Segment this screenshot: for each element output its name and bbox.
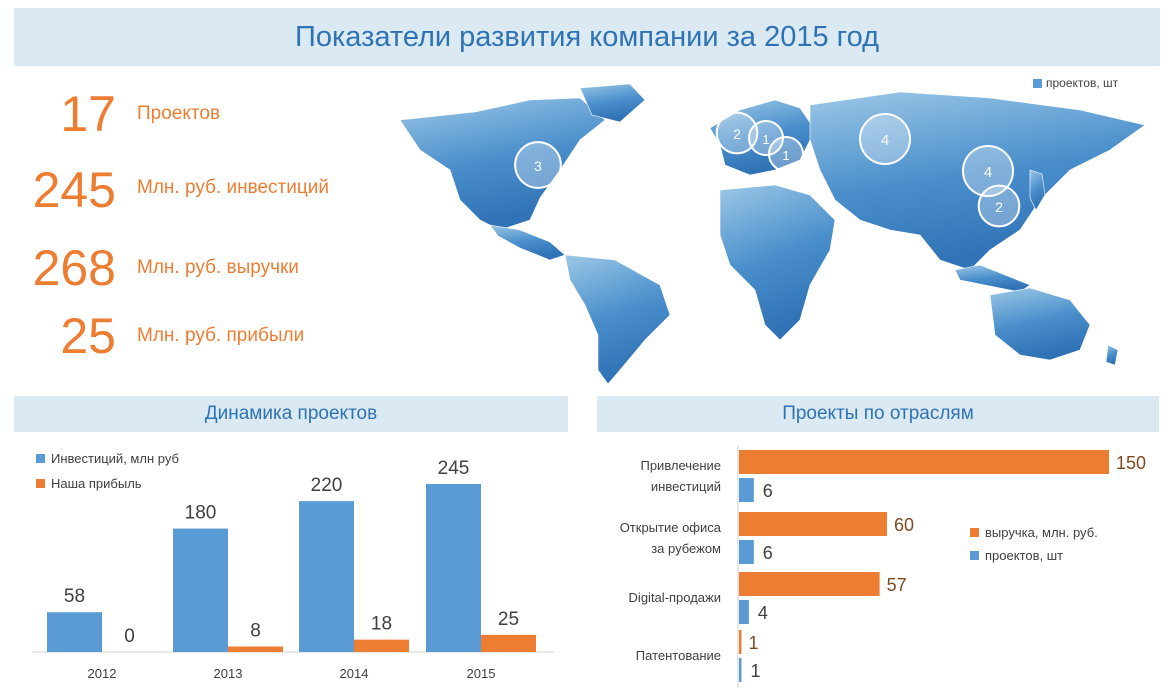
map-bubble xyxy=(962,145,1014,197)
bar-value-label: 60 xyxy=(894,515,914,535)
greenland-shape xyxy=(579,83,646,123)
bar-value-label: 1 xyxy=(748,633,758,653)
kpi-value: 245 xyxy=(32,162,116,218)
japan-shape xyxy=(1029,169,1046,211)
map-bubble xyxy=(768,136,804,172)
x-tick-label: 2014 xyxy=(340,666,369,681)
africa-shape xyxy=(719,184,836,341)
legend-swatch xyxy=(970,551,979,560)
map-bubble xyxy=(977,184,1021,228)
legend-projects: проектов, шт xyxy=(970,548,1063,563)
x-tick-label: 2012 xyxy=(88,666,117,681)
map-bubble-label: 1 xyxy=(782,148,789,163)
map-bubble xyxy=(715,111,759,155)
map-bubble xyxy=(859,113,911,165)
category-label: Патентование xyxy=(636,648,721,663)
bar-revenue xyxy=(739,630,742,654)
map-bubble-label: 4 xyxy=(881,132,889,149)
bar-investments xyxy=(47,612,102,652)
legend-swatch xyxy=(1033,78,1042,88)
bar-value-label: 0 xyxy=(124,626,135,647)
bar-value-label: 58 xyxy=(64,586,85,607)
dynamics-chart: 58 0 2012 180 8 2013 220 18 2014 245 25 2015 xyxy=(32,458,554,681)
bar-revenue xyxy=(739,512,887,536)
kpi-label: Млн. руб. инвестиций xyxy=(137,177,329,198)
bar-projects xyxy=(739,600,749,624)
new-zealand-shape xyxy=(1105,344,1119,366)
legend-label: Наша прибыль xyxy=(51,476,142,491)
australia-shape xyxy=(989,287,1091,361)
central-america-shape xyxy=(489,224,566,261)
kpi-value: 25 xyxy=(60,308,116,364)
bar-investments xyxy=(173,528,228,652)
bar-value-label: 220 xyxy=(311,475,343,496)
bar-value-label: 245 xyxy=(438,458,470,479)
legend-swatch xyxy=(970,528,979,537)
bar-value-label: 180 xyxy=(185,503,217,524)
bar-investments xyxy=(299,501,354,652)
legend-swatch xyxy=(36,454,45,463)
x-tick-label: 2013 xyxy=(214,666,243,681)
bar-projects xyxy=(739,658,742,682)
south-america-shape xyxy=(564,254,671,385)
page-title: Показатели развития компании за 2015 год xyxy=(14,8,1160,66)
bar-revenue xyxy=(739,572,880,596)
map-bubble-label: 3 xyxy=(534,158,542,174)
bar-profit xyxy=(354,639,409,652)
bar-profit xyxy=(481,634,536,652)
kpi-value: 268 xyxy=(32,240,116,296)
legend-label: проектов, шт xyxy=(985,548,1064,563)
map-bubble xyxy=(514,141,562,189)
bar-value-label: 18 xyxy=(371,614,392,635)
bar-projects xyxy=(739,478,754,502)
map-legend: проектов, шт xyxy=(1033,76,1118,90)
legend-investments: Инвестиций, млн руб xyxy=(36,451,179,466)
category-label: Привлечение инвестиций xyxy=(640,458,721,494)
world-map: 3 2 11 4 4 2 xyxy=(399,83,1146,385)
category-label: Открытие офиса за рубежом xyxy=(620,520,722,556)
bar-revenue xyxy=(739,450,1109,474)
north-america-shape xyxy=(399,97,606,231)
kpi-label: Млн. руб. прибыли xyxy=(137,325,305,346)
bar-value-label: 8 xyxy=(250,621,261,642)
bar-value-label: 6 xyxy=(763,481,773,501)
dynamics-chart-title: Динамика проектов xyxy=(14,396,568,432)
bar-projects xyxy=(739,540,754,564)
industry-chart-title: Проекты по отраслям xyxy=(597,396,1159,432)
kpi-value: 17 xyxy=(60,86,116,142)
category-label: Digital-продажи xyxy=(629,590,721,605)
industry-chart: 150 6 Привлечение инвестиций 60 6 Открытие офи… xyxy=(620,445,1146,688)
legend-revenue: выручка, млн. руб. xyxy=(970,525,1098,540)
bar-value-label: 57 xyxy=(887,575,907,595)
kpi-label: Проектов xyxy=(137,103,221,124)
kpi-label: Млн. руб. выручки xyxy=(137,257,299,278)
bar-value-label: 6 xyxy=(763,543,773,563)
bar-value-label: 4 xyxy=(758,603,768,623)
legend-swatch xyxy=(36,479,45,488)
map-bubble-label: 2 xyxy=(995,199,1003,215)
map-bubble-label: 1 xyxy=(762,132,769,147)
map-legend-label: проектов, шт xyxy=(1046,76,1119,90)
map-bubble-label: 2 xyxy=(733,126,741,142)
bar-value-label: 25 xyxy=(498,609,519,630)
legend-label: выручка, млн. руб. xyxy=(985,525,1098,540)
bar-value-label: 150 xyxy=(1116,453,1146,473)
legend-profit: Наша прибыль xyxy=(36,476,142,491)
bar-profit xyxy=(228,646,283,652)
legend-label: Инвестиций, млн руб xyxy=(51,451,179,466)
asia-shape xyxy=(809,91,1146,271)
x-tick-label: 2015 xyxy=(467,666,496,681)
indonesia-shape xyxy=(954,264,1031,293)
bar-investments xyxy=(426,484,481,652)
map-bubble-label: 4 xyxy=(984,164,992,181)
bar-value-label: 1 xyxy=(750,661,760,681)
europe-shape xyxy=(709,99,816,176)
